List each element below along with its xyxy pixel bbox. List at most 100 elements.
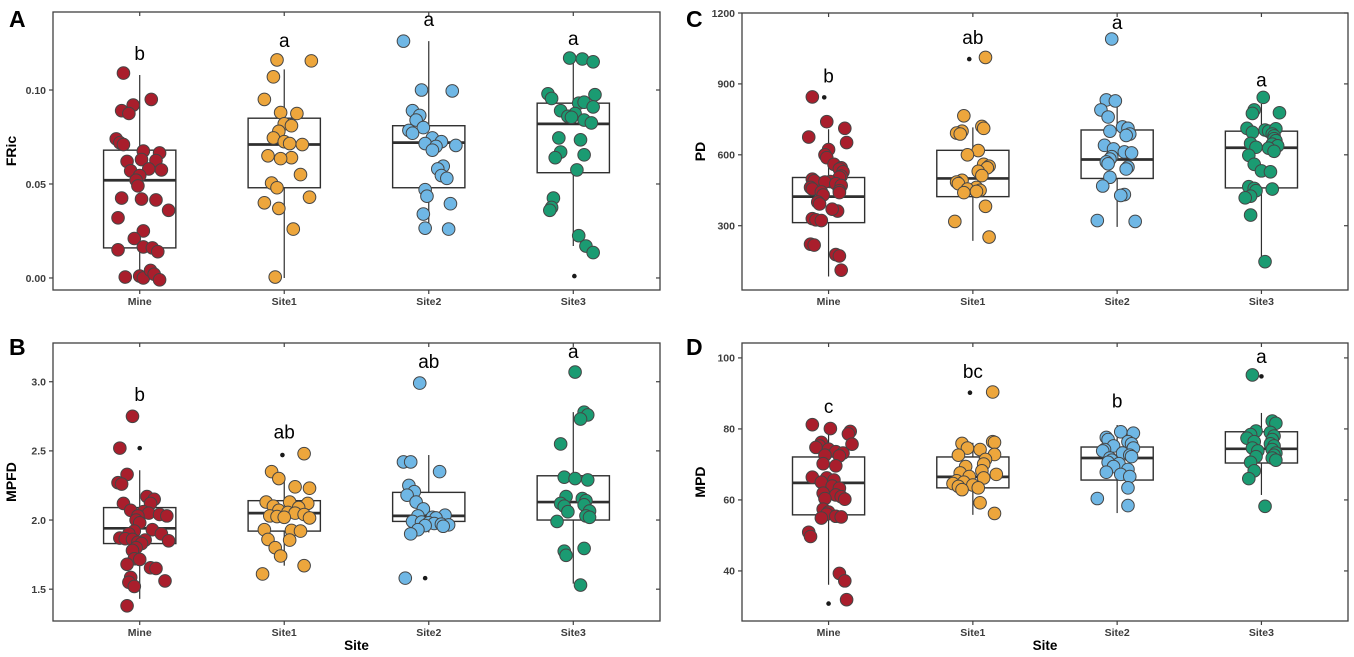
jitter-point <box>814 213 829 228</box>
jitter-point <box>286 222 301 236</box>
sig-letter: c <box>824 397 834 418</box>
outlier-dot <box>821 95 827 100</box>
jitter-point <box>443 196 458 211</box>
x-tick-label: Mine <box>128 296 152 308</box>
sig-letter: b <box>823 66 834 87</box>
jitter-point <box>580 473 595 487</box>
jitter-point <box>586 55 600 69</box>
jitter-point <box>562 51 577 65</box>
sig-letter: a <box>1256 70 1267 91</box>
jitter-point <box>255 567 270 581</box>
x-tick-label: Site1 <box>960 627 985 639</box>
x-tick-label: Site1 <box>272 296 297 308</box>
sig-letter: a <box>1112 13 1123 34</box>
jitter-point <box>396 34 411 48</box>
y-tick-label: 40 <box>723 566 735 578</box>
jitter-point <box>257 195 272 210</box>
jitter-point <box>564 110 579 125</box>
jitter-point <box>152 273 167 287</box>
jitter-point <box>1238 191 1252 205</box>
jitter-point <box>295 137 310 152</box>
y-axis-title: MPD <box>692 466 708 497</box>
jitter-point <box>834 263 848 277</box>
outlier-dot <box>967 390 973 396</box>
outlier-dot <box>1259 374 1264 379</box>
y-tick-label: 0.05 <box>26 179 47 191</box>
outlier-dot <box>572 273 577 279</box>
jitter-point <box>561 504 575 519</box>
jitter-point <box>987 435 1002 450</box>
x-tick-label: Site3 <box>561 627 586 639</box>
jitter-point <box>951 448 966 462</box>
x-tick-label: Site3 <box>1249 627 1274 639</box>
x-tick-label: Site3 <box>561 296 586 308</box>
jitter-point <box>161 203 176 218</box>
jitter-point <box>416 120 431 135</box>
jitter-point <box>268 270 283 284</box>
jitter-point <box>127 231 142 246</box>
jitter-point <box>114 191 129 205</box>
jitter-point <box>801 130 816 144</box>
jitter-point <box>290 106 304 121</box>
panel-label: A <box>9 6 26 32</box>
jitter-point <box>571 228 586 243</box>
jitter-point <box>114 477 129 491</box>
jitter-point <box>987 506 1002 521</box>
jitter-point <box>302 511 317 525</box>
jitter-point <box>449 138 463 153</box>
jitter-point <box>144 92 159 107</box>
chart-panel-D: 40 60 80 100 Mine Site1 Site2 Site3 MPD Site Dc bc b… <box>686 334 1349 653</box>
jitter-point <box>1101 156 1115 171</box>
chart-panel-A: 0.00 0.05 0.10 Mine Site1 Site2 Site3 FRic Ab a a a <box>3 6 661 308</box>
sig-letter: a <box>568 29 579 50</box>
jitter-point <box>985 385 1000 399</box>
x-tick-label: Mine <box>817 296 841 308</box>
jitter-point <box>282 136 297 151</box>
y-tick-label: 2.0 <box>31 515 46 527</box>
jitter-point <box>832 185 847 200</box>
jitter-point <box>812 197 827 211</box>
jitter-point <box>436 519 451 534</box>
jitter-point <box>573 412 588 426</box>
sig-letter: a <box>1256 347 1267 368</box>
jitter-point <box>1269 453 1283 467</box>
x-tick-label: Site2 <box>416 627 441 639</box>
jitter-point <box>1099 465 1114 480</box>
jitter-point <box>1245 368 1260 382</box>
x-tick-label: Site3 <box>1249 296 1274 308</box>
jitter-point <box>1095 179 1110 193</box>
sig-letter: b <box>134 385 145 406</box>
box <box>1224 130 1299 189</box>
jitter-point <box>1258 499 1272 514</box>
jitter-point <box>1124 146 1139 160</box>
jitter-point <box>304 54 319 68</box>
jitter-point <box>582 510 597 525</box>
jitter-point <box>445 84 460 98</box>
sig-letter: bc <box>963 362 983 383</box>
jitter-point <box>416 207 431 221</box>
jitter-point <box>111 242 125 257</box>
jitter-point <box>257 92 272 107</box>
jitter-point <box>586 245 600 260</box>
sig-letter: b <box>1112 392 1123 413</box>
jitter-point <box>978 199 993 214</box>
jitter-point <box>122 106 136 121</box>
y-axis-title: PD <box>692 142 708 161</box>
jitter-point <box>957 185 971 200</box>
jitter-point <box>272 201 286 216</box>
jitter-point <box>816 456 830 471</box>
jitter-point <box>975 168 989 183</box>
sig-letter: b <box>134 44 145 65</box>
y-tick-label: 1.5 <box>31 584 46 596</box>
jitter-point <box>588 87 602 102</box>
jitter-point <box>160 509 174 523</box>
jitter-point <box>807 238 821 252</box>
jitter-point <box>1263 165 1278 179</box>
jitter-point <box>1256 90 1271 105</box>
sig-letter: a <box>568 342 579 363</box>
jitter-point <box>127 579 142 594</box>
sig-letter: ab <box>274 422 295 443</box>
jitter-point <box>118 270 133 284</box>
jitter-point <box>955 482 969 497</box>
jitter-point <box>403 527 418 541</box>
